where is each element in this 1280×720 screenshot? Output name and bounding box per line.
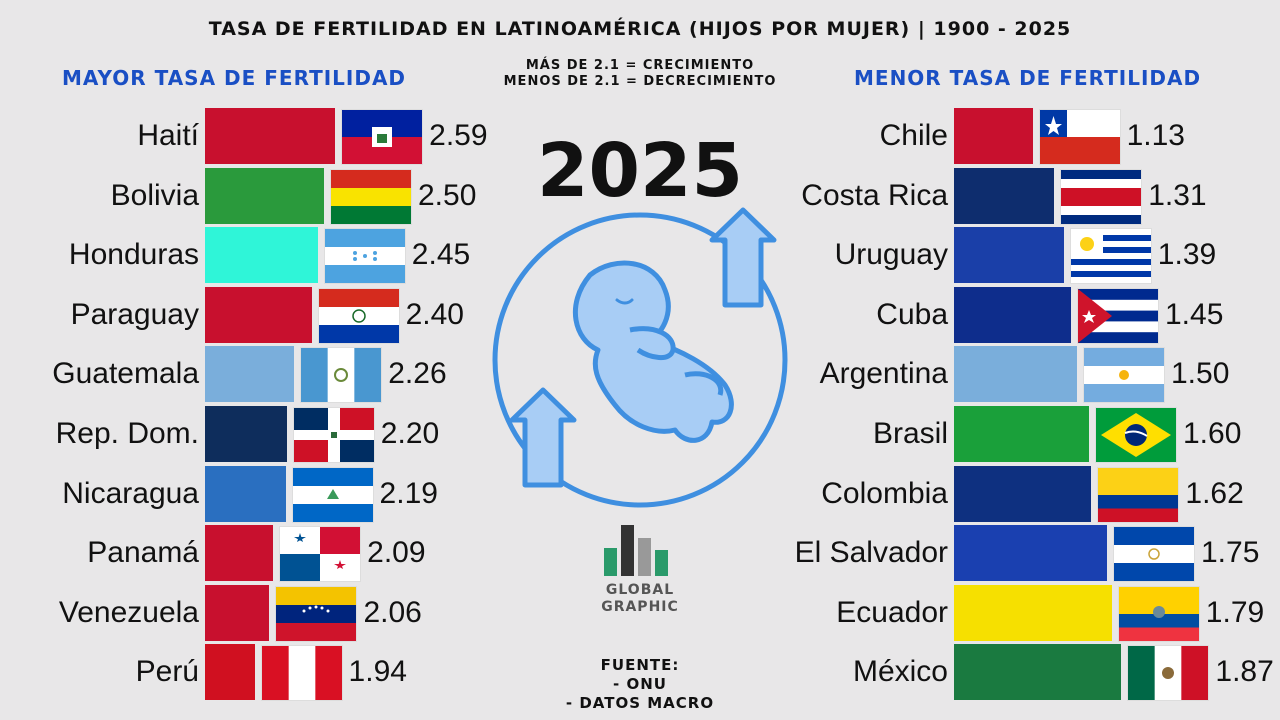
- category-label: Paraguay: [70, 297, 199, 331]
- paraguay-flag: [317, 287, 400, 344]
- bar: [205, 286, 312, 343]
- chart-title: TASA DE FERTILIDAD EN LATINOAMÉRICA (HIJ…: [208, 18, 1072, 40]
- data-label: 2.19: [379, 476, 438, 510]
- global-graphic-logo: [604, 525, 668, 576]
- bar: [205, 644, 255, 701]
- source-line-1: FUENTE:: [600, 656, 680, 674]
- el-salvador-flag: [1113, 526, 1195, 583]
- brazil-flag: [1095, 407, 1177, 463]
- uruguay-flag: [1069, 228, 1152, 285]
- haiti-flag: [341, 109, 424, 165]
- data-label: 1.75: [1201, 536, 1260, 570]
- note-line-1: MÁS DE 2.1 = CRECIMIENTO: [525, 58, 755, 73]
- category-label: México: [852, 655, 948, 689]
- data-label: 1.60: [1183, 417, 1242, 450]
- bar: [205, 346, 295, 403]
- note-line-2: MENOS DE 2.1 = DECRECIMIENTO: [503, 74, 777, 89]
- data-label: 2.50: [418, 178, 477, 212]
- category-label: Honduras: [68, 238, 199, 272]
- guatemala-flag: [300, 347, 383, 404]
- data-label: 2.40: [405, 297, 464, 331]
- data-label: 2.59: [429, 119, 488, 152]
- honduras-flag: [323, 228, 406, 285]
- category-label: Panamá: [87, 536, 199, 570]
- left-heading: MAYOR TASA DE FERTILIDAD: [62, 66, 407, 90]
- venezuela-flag: [275, 585, 358, 642]
- bar: [205, 525, 274, 582]
- category-label: Chile: [879, 119, 948, 152]
- bar: [954, 108, 1033, 164]
- data-label: 2.45: [411, 238, 471, 272]
- growth-note: MÁS DE 2.1 = CRECIMIENTO MENOS DE 2.1 = …: [470, 58, 810, 90]
- bar: [954, 227, 1064, 284]
- category-label: Haití: [137, 119, 199, 152]
- category-label: Ecuador: [836, 595, 948, 629]
- data-label: 1.62: [1185, 476, 1244, 510]
- source-line-2: - ONU: [613, 675, 667, 693]
- bar: [954, 286, 1071, 343]
- category-label: El Salvador: [794, 536, 948, 570]
- data-label: 2.26: [388, 357, 447, 391]
- category-label: Nicaragua: [62, 476, 199, 510]
- mexico-flag: [1127, 645, 1210, 702]
- bar: [205, 584, 270, 641]
- category-label: Perú: [135, 655, 199, 689]
- data-label: 2.09: [367, 536, 426, 570]
- bar: [954, 465, 1092, 522]
- data-label: 1.87: [1215, 655, 1274, 689]
- data-label: 2.20: [380, 417, 440, 450]
- category-label: Brasil: [872, 417, 948, 450]
- bar: [954, 584, 1112, 641]
- bolivia-flag: [330, 168, 412, 225]
- category-label: Argentina: [819, 357, 948, 391]
- bar: [954, 167, 1055, 224]
- costa-rica-flag: [1060, 168, 1143, 225]
- argentina-flag: [1083, 347, 1165, 404]
- category-label: Costa Rica: [801, 178, 948, 212]
- category-label: Venezuela: [58, 595, 199, 629]
- logo-line-2: GRAPHIC: [601, 599, 679, 615]
- peru-flag: [260, 645, 343, 702]
- bar: [205, 108, 336, 164]
- panama-flag: [279, 526, 362, 583]
- data-label: 1.13: [1126, 119, 1185, 152]
- logo-text: GLOBAL GRAPHIC: [570, 582, 710, 616]
- bar: [205, 465, 286, 522]
- baby-cycle-icon: [492, 207, 788, 508]
- category-label: Cuba: [876, 297, 948, 331]
- source-line-3: - DATOS MACRO: [565, 694, 715, 712]
- bar: [954, 525, 1107, 582]
- data-label: 1.39: [1157, 238, 1217, 272]
- bar: [954, 644, 1122, 701]
- data-label: 1.79: [1205, 595, 1265, 629]
- bar: [205, 227, 318, 284]
- year-label: 2025: [537, 128, 743, 214]
- right-heading: MENOR TASA DE FERTILIDAD: [854, 66, 1202, 90]
- data-label: 1.31: [1148, 178, 1207, 212]
- colombia-flag: [1097, 466, 1180, 523]
- ecuador-flag: [1117, 585, 1200, 642]
- category-label: Uruguay: [834, 238, 948, 272]
- cuba-flag: [1077, 287, 1159, 344]
- data-label: 1.94: [348, 655, 407, 689]
- nicaragua-flag: [291, 466, 374, 523]
- category-label: Guatemala: [52, 357, 199, 391]
- bar: [205, 167, 324, 224]
- data-label: 1.45: [1165, 297, 1224, 331]
- category-label: Colombia: [821, 476, 948, 510]
- category-label: Bolivia: [110, 178, 199, 212]
- source-note: FUENTE: - ONU - DATOS MACRO: [520, 656, 760, 713]
- logo-line-1: GLOBAL: [605, 582, 675, 598]
- chile-flag: [1038, 109, 1121, 165]
- bar: [954, 346, 1077, 403]
- dominican-republic-flag: [292, 407, 375, 463]
- data-label: 2.06: [363, 595, 422, 629]
- data-label: 1.50: [1171, 357, 1230, 391]
- bar: [205, 406, 287, 462]
- category-label: Rep. Dom.: [55, 417, 199, 450]
- bar: [954, 406, 1089, 462]
